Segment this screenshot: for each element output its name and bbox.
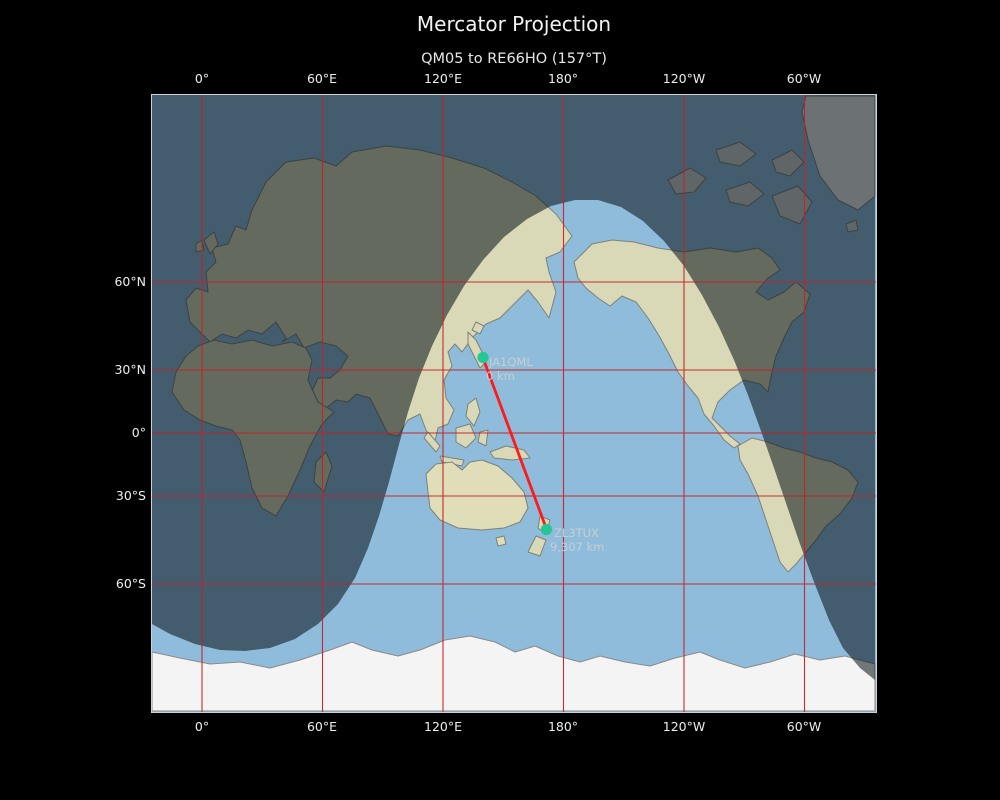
- lat-tick: 30°N: [114, 362, 146, 377]
- station-labels: JA1QML 0 km ZL3TUX 9,307 km: [486, 355, 604, 554]
- lon-tick-top: 60°E: [306, 71, 338, 86]
- lon-tick-top: 60°W: [786, 71, 822, 86]
- lon-tick-bottom: 120°W: [662, 719, 706, 734]
- map-plot-area: JA1QML 0 km ZL3TUX 9,307 km: [151, 94, 877, 713]
- station-distance-label: 0 km: [486, 369, 515, 383]
- lat-tick: 0°: [131, 425, 146, 440]
- lon-tick-top: 120°E: [423, 71, 463, 86]
- lat-tick: 60°N: [114, 274, 146, 289]
- station-marker-ja1qml: [477, 351, 489, 364]
- landmass-australia: [425, 459, 529, 531]
- lon-tick-bottom: 60°W: [786, 719, 822, 734]
- world-map-canvas: JA1QML 0 km ZL3TUX 9,307 km: [152, 95, 876, 712]
- lon-tick-bottom: 60°E: [306, 719, 338, 734]
- lon-tick-bottom: 180°: [547, 719, 579, 734]
- page-title: Mercator Projection: [416, 12, 612, 36]
- lon-tick-top: 180°: [547, 71, 579, 86]
- lon-tick-top: 120°W: [662, 71, 706, 86]
- great-circle-path-line: [481, 356, 548, 531]
- station-callsign-label: ZL3TUX: [554, 526, 599, 540]
- night-terminator-overlay: [152, 95, 875, 680]
- path-subtitle: QM05 to RE66HO (157°T): [421, 51, 607, 67]
- lat-tick: 30°S: [115, 488, 146, 503]
- lon-tick-bottom: 0°: [194, 719, 210, 734]
- station-marker-zl3tux: [540, 523, 553, 536]
- lon-tick-bottom: 120°E: [423, 719, 463, 734]
- lon-tick-top: 0°: [194, 71, 210, 86]
- landmass-tasmania: [495, 535, 507, 547]
- station-callsign-label: JA1QML: [488, 355, 533, 369]
- graticule-grid: [152, 95, 876, 712]
- landmass-indonesia: [423, 397, 489, 467]
- landmass-antarctica: [152, 635, 876, 712]
- station-distance-label: 9,307 km: [550, 540, 604, 554]
- lat-tick: 60°S: [115, 576, 146, 591]
